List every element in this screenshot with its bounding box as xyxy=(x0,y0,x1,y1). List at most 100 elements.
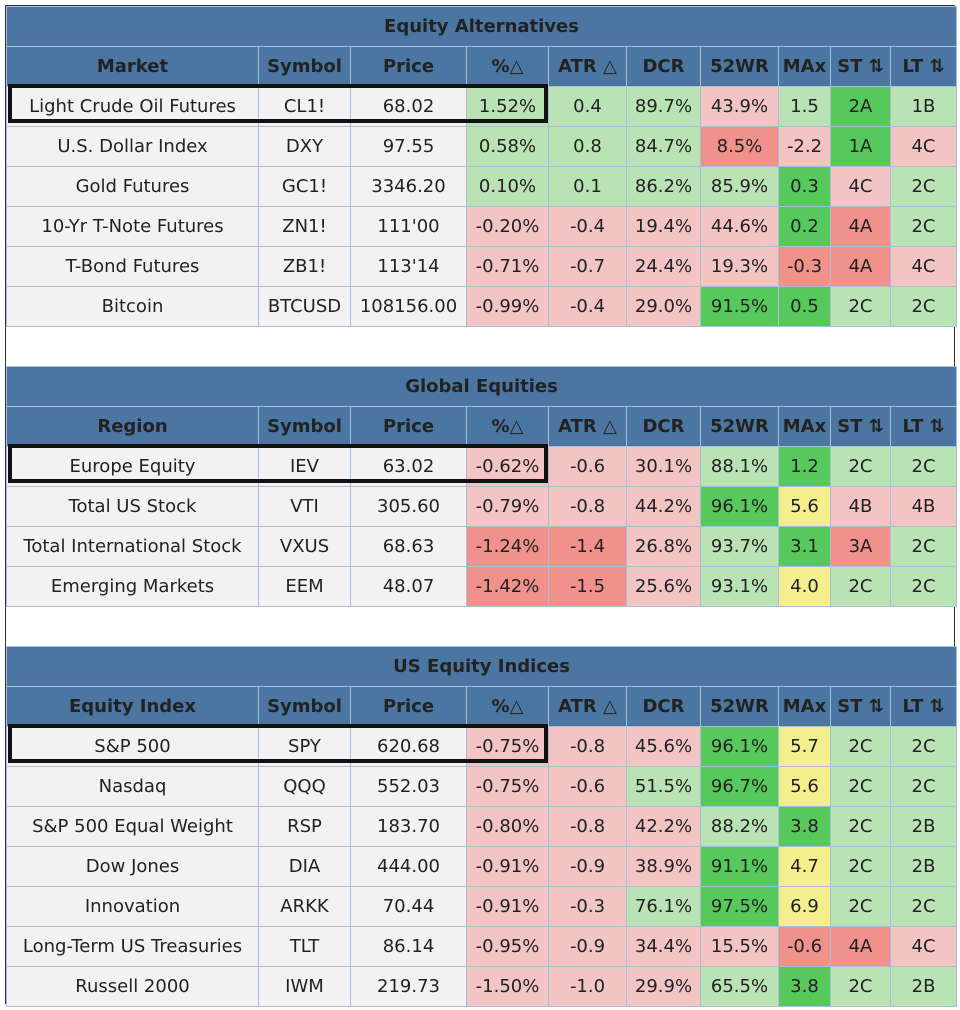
table-row[interactable]: 10-Yr T-Note Futures ZN1! 111'00 -0.20% -0.4… xyxy=(6,206,958,247)
cell-st: 2C xyxy=(830,766,891,807)
cell-name: Russell 2000 xyxy=(6,966,259,1007)
cell-name: Light Crude Oil Futures xyxy=(6,86,259,127)
cell-atr-change: 0.4 xyxy=(548,86,627,127)
cell-lt: 4B xyxy=(889,486,958,527)
cell-lt: 2C xyxy=(889,766,958,807)
cell-st: 2C xyxy=(830,886,891,927)
col-header-max[interactable]: MAx xyxy=(778,686,831,727)
col-header-name[interactable]: Market xyxy=(6,46,259,87)
table-row[interactable]: Total International Stock VXUS 68.63 -1.24%… xyxy=(6,526,958,567)
cell-dcr: 45.6% xyxy=(626,726,701,767)
cell-st: 2C xyxy=(830,806,891,847)
cell-dcr: 84.7% xyxy=(626,126,701,167)
cell-pct-change: 0.10% xyxy=(466,166,549,207)
cell-max: 3.1 xyxy=(778,526,831,567)
cell-st: 4A xyxy=(830,246,891,287)
cell-dcr: 29.0% xyxy=(626,286,701,327)
table-row[interactable]: Gold Futures GC1! 3346.20 0.10% 0.1 86.2% 85.9… xyxy=(6,166,958,207)
col-header-52wr[interactable]: 52WR xyxy=(700,686,779,727)
cell-52wr: 8.5% xyxy=(700,126,779,167)
table-row[interactable]: U.S. Dollar Index DXY 97.55 0.58% 0.8 84.7% 8.… xyxy=(6,126,958,167)
table-row[interactable]: Dow Jones DIA 444.00 -0.91% -0.9 38.9% 91.1% 4.… xyxy=(6,846,958,887)
cell-lt: 2C xyxy=(889,726,958,767)
cell-st: 4C xyxy=(830,166,891,207)
col-header-52wr[interactable]: 52WR xyxy=(700,46,779,87)
cell-atr-change: -0.9 xyxy=(548,846,627,887)
cell-atr-change: 0.8 xyxy=(548,126,627,167)
col-header-st[interactable]: ST ⇅ xyxy=(830,46,891,87)
cell-max: -0.3 xyxy=(778,246,831,287)
cell-pct-change: -0.79% xyxy=(466,486,549,527)
table-row[interactable]: T-Bond Futures ZB1! 113'14 -0.71% -0.7 24.4% 1… xyxy=(6,246,958,287)
cell-max: 3.8 xyxy=(778,806,831,847)
col-header-st[interactable]: ST ⇅ xyxy=(830,406,891,447)
col-header-symbol[interactable]: Symbol xyxy=(258,46,351,87)
col-header-price[interactable]: Price xyxy=(350,46,467,87)
table-row[interactable]: Innovation ARKK 70.44 -0.91% -0.3 76.1% 97.5% 6… xyxy=(6,886,958,927)
cell-dcr: 30.1% xyxy=(626,446,701,487)
table-row[interactable]: Europe Equity IEV 63.02 -0.62% -0.6 30.1% 88.1… xyxy=(6,446,958,487)
cell-pct-change: -1.50% xyxy=(466,966,549,1007)
table-row[interactable]: Light Crude Oil Futures CL1! 68.02 1.52% 0.4… xyxy=(6,86,958,127)
col-header-dcr[interactable]: DCR xyxy=(626,46,701,87)
cell-symbol: TLT xyxy=(258,926,351,967)
cell-symbol: EEM xyxy=(258,566,351,607)
table-row[interactable]: Total US Stock VTI 305.60 -0.79% -0.8 44.2% 96… xyxy=(6,486,958,527)
col-header-atr-change[interactable]: ATR △ xyxy=(548,686,627,727)
cell-atr-change: -0.6 xyxy=(548,446,627,487)
table-row[interactable]: S&P 500 Equal Weight RSP 183.70 -0.80% -0.8 4… xyxy=(6,806,958,847)
cell-lt: 2C xyxy=(889,286,958,327)
col-header-lt[interactable]: LT ⇅ xyxy=(889,406,958,447)
col-header-max[interactable]: MAx xyxy=(778,406,831,447)
table-row[interactable]: Long-Term US Treasuries TLT 86.14 -0.95% -0.… xyxy=(6,926,958,967)
col-header-atr-change[interactable]: ATR △ xyxy=(548,46,627,87)
table-row[interactable]: Nasdaq QQQ 552.03 -0.75% -0.6 51.5% 96.7% 5.6 2C… xyxy=(6,766,958,807)
cell-52wr: 88.2% xyxy=(700,806,779,847)
table-row[interactable]: Russell 2000 IWM 219.73 -1.50% -1.0 29.9% 65.5… xyxy=(6,966,958,1007)
col-header-dcr[interactable]: DCR xyxy=(626,686,701,727)
cell-atr-change: -1.4 xyxy=(548,526,627,567)
cell-st: 2C xyxy=(830,446,891,487)
col-header-pct-change[interactable]: %△ xyxy=(466,406,549,447)
col-header-price[interactable]: Price xyxy=(350,686,467,727)
cell-max: 1.5 xyxy=(778,86,831,127)
cell-52wr: 15.5% xyxy=(700,926,779,967)
cell-symbol: ZB1! xyxy=(258,246,351,287)
col-header-symbol[interactable]: Symbol xyxy=(258,686,351,727)
cell-atr-change: -0.3 xyxy=(548,886,627,927)
cell-dcr: 24.4% xyxy=(626,246,701,287)
cell-pct-change: -0.95% xyxy=(466,926,549,967)
col-header-pct-change[interactable]: %△ xyxy=(466,686,549,727)
cell-lt: 2B xyxy=(889,806,958,847)
col-header-lt[interactable]: LT ⇅ xyxy=(889,686,958,727)
cell-atr-change: -0.4 xyxy=(548,206,627,247)
cell-lt: 1B xyxy=(889,86,958,127)
cell-52wr: 96.1% xyxy=(700,726,779,767)
col-header-symbol[interactable]: Symbol xyxy=(258,406,351,447)
col-header-pct-change[interactable]: %△ xyxy=(466,46,549,87)
cell-max: 6.9 xyxy=(778,886,831,927)
col-header-52wr[interactable]: 52WR xyxy=(700,406,779,447)
col-header-lt[interactable]: LT ⇅ xyxy=(889,46,958,87)
cell-st: 2C xyxy=(830,846,891,887)
cell-pct-change: 0.58% xyxy=(466,126,549,167)
cell-52wr: 97.5% xyxy=(700,886,779,927)
col-header-dcr[interactable]: DCR xyxy=(626,406,701,447)
cell-pct-change: -0.80% xyxy=(466,806,549,847)
cell-max: -0.6 xyxy=(778,926,831,967)
col-header-name[interactable]: Equity Index xyxy=(6,686,259,727)
col-header-st[interactable]: ST ⇅ xyxy=(830,686,891,727)
table-row[interactable]: S&P 500 SPY 620.68 -0.75% -0.8 45.6% 96.1% 5.7 2… xyxy=(6,726,958,767)
col-header-atr-change[interactable]: ATR △ xyxy=(548,406,627,447)
table-row[interactable]: Emerging Markets EEM 48.07 -1.42% -1.5 25.6% 9… xyxy=(6,566,958,607)
cell-lt: 4C xyxy=(889,926,958,967)
cell-dcr: 26.8% xyxy=(626,526,701,567)
table-row[interactable]: Bitcoin BTCUSD 108156.00 -0.99% -0.4 29.0% 91.… xyxy=(6,286,958,327)
cell-dcr: 44.2% xyxy=(626,486,701,527)
col-header-max[interactable]: MAx xyxy=(778,46,831,87)
cell-price: 111'00 xyxy=(350,206,467,247)
col-header-price[interactable]: Price xyxy=(350,406,467,447)
cell-name: Dow Jones xyxy=(6,846,259,887)
col-header-name[interactable]: Region xyxy=(6,406,259,447)
cell-52wr: 65.5% xyxy=(700,966,779,1007)
